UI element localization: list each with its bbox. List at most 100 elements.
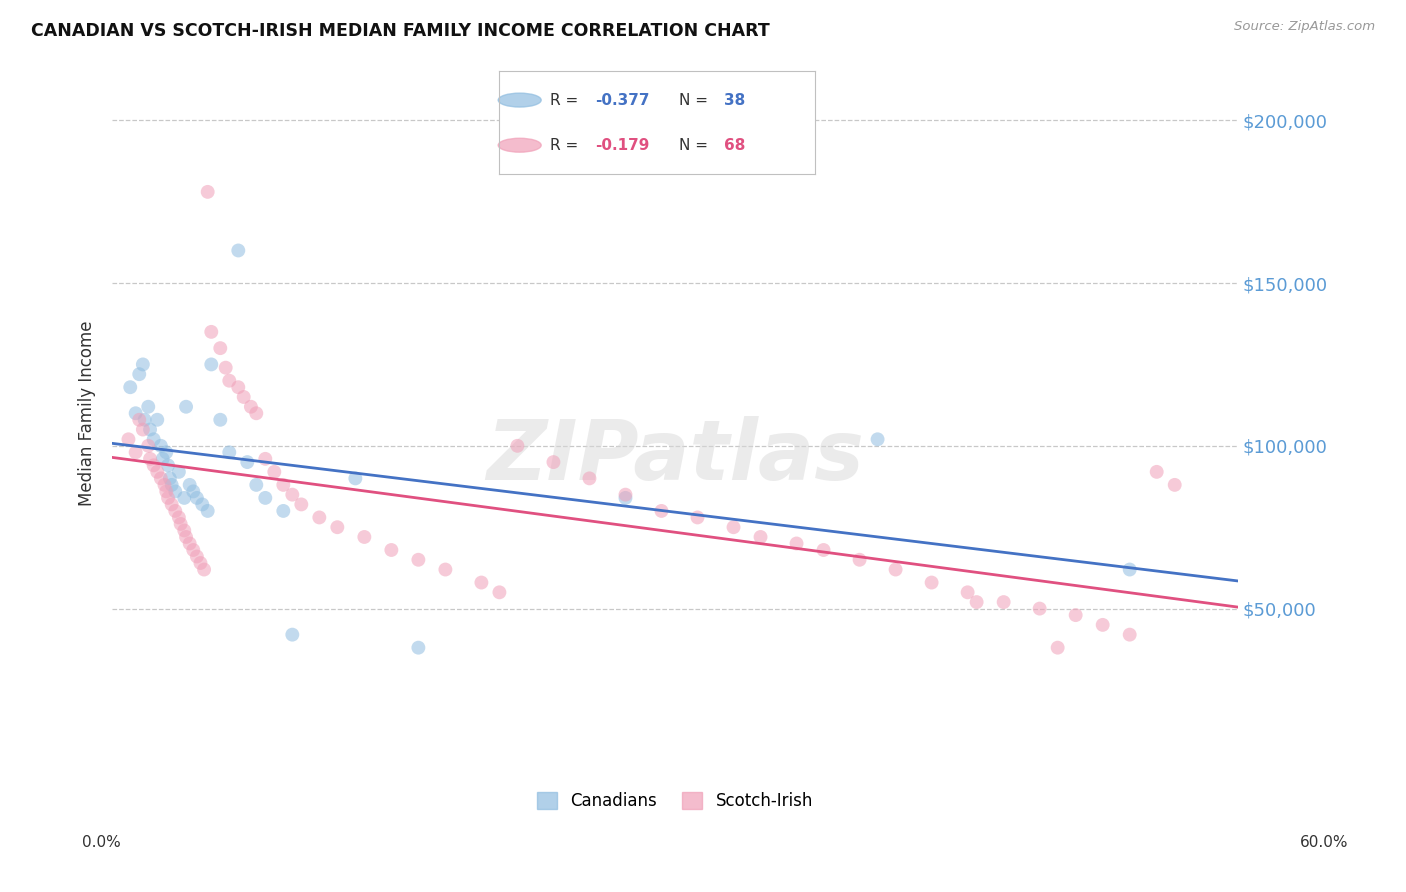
Point	[1064, 608, 1087, 623]
Point	[136, 400, 159, 414]
Point	[1164, 478, 1187, 492]
Point	[380, 543, 402, 558]
Legend: Canadians, Scotch-Irish: Canadians, Scotch-Irish	[530, 785, 820, 817]
Point	[134, 413, 156, 427]
Point	[170, 516, 193, 531]
Point	[1118, 562, 1140, 576]
Point	[152, 451, 174, 466]
Point	[181, 543, 204, 558]
Point	[200, 358, 222, 372]
Text: CANADIAN VS SCOTCH-IRISH MEDIAN FAMILY INCOME CORRELATION CHART: CANADIAN VS SCOTCH-IRISH MEDIAN FAMILY I…	[31, 22, 769, 40]
Point	[226, 244, 249, 258]
Point	[132, 423, 155, 437]
Point	[344, 471, 367, 485]
Point	[993, 595, 1015, 609]
Text: R =: R =	[550, 137, 578, 153]
Point	[543, 455, 565, 469]
Point	[263, 465, 285, 479]
Point	[179, 536, 201, 550]
Point	[128, 413, 150, 427]
Point	[155, 484, 177, 499]
Point	[149, 471, 172, 485]
Point	[159, 471, 181, 485]
Text: R =: R =	[550, 93, 578, 108]
Point	[1046, 640, 1069, 655]
Point	[273, 504, 295, 518]
Point	[197, 185, 219, 199]
Text: 60.0%: 60.0%	[1301, 836, 1348, 850]
Point	[160, 497, 183, 511]
Point	[1028, 601, 1050, 615]
Point	[434, 562, 457, 576]
Point	[813, 543, 835, 558]
Point	[408, 640, 430, 655]
Point	[218, 445, 240, 459]
Point	[186, 549, 208, 564]
Point	[218, 374, 240, 388]
Point	[921, 575, 943, 590]
Point	[179, 478, 201, 492]
Point	[160, 478, 183, 492]
Point	[193, 562, 215, 576]
Point	[167, 465, 190, 479]
Text: -0.179: -0.179	[596, 137, 650, 153]
Point	[232, 390, 254, 404]
Point	[353, 530, 375, 544]
Point	[308, 510, 330, 524]
Point	[326, 520, 349, 534]
Point	[273, 478, 295, 492]
Point	[167, 510, 190, 524]
Text: 68: 68	[724, 137, 745, 153]
Point	[245, 406, 267, 420]
Point	[181, 484, 204, 499]
Point	[209, 413, 232, 427]
Point	[190, 556, 212, 570]
Point	[506, 439, 529, 453]
Point	[173, 491, 195, 505]
Point	[254, 451, 277, 466]
Point	[470, 575, 492, 590]
Point	[215, 360, 238, 375]
Point	[1091, 618, 1114, 632]
Point	[174, 400, 197, 414]
Text: 0.0%: 0.0%	[82, 836, 121, 850]
Point	[155, 445, 177, 459]
Point	[686, 510, 709, 524]
Point	[165, 504, 187, 518]
Point	[866, 432, 889, 446]
Point	[149, 439, 172, 453]
Point	[966, 595, 988, 609]
Text: N =: N =	[679, 137, 709, 153]
Point	[1146, 465, 1168, 479]
Point	[153, 478, 176, 492]
Point	[578, 471, 600, 485]
Point	[200, 325, 222, 339]
Point	[165, 484, 187, 499]
Point	[139, 451, 162, 466]
Text: Source: ZipAtlas.com: Source: ZipAtlas.com	[1234, 20, 1375, 33]
Point	[786, 536, 808, 550]
Point	[117, 432, 139, 446]
Point	[236, 455, 259, 469]
Text: -0.377: -0.377	[596, 93, 650, 108]
Point	[723, 520, 745, 534]
Point	[128, 367, 150, 381]
Point	[197, 504, 219, 518]
Point	[848, 553, 870, 567]
Point	[139, 423, 162, 437]
Point	[956, 585, 979, 599]
Point	[408, 553, 430, 567]
Point	[614, 488, 637, 502]
Point	[290, 497, 312, 511]
Point	[146, 465, 169, 479]
Text: 38: 38	[724, 93, 745, 108]
Point	[157, 458, 180, 473]
Point	[124, 445, 146, 459]
Point	[174, 530, 197, 544]
Point	[281, 627, 304, 641]
Y-axis label: Median Family Income: Median Family Income	[79, 320, 96, 506]
Point	[226, 380, 249, 394]
Point	[749, 530, 772, 544]
Circle shape	[498, 93, 541, 107]
Point	[136, 439, 159, 453]
